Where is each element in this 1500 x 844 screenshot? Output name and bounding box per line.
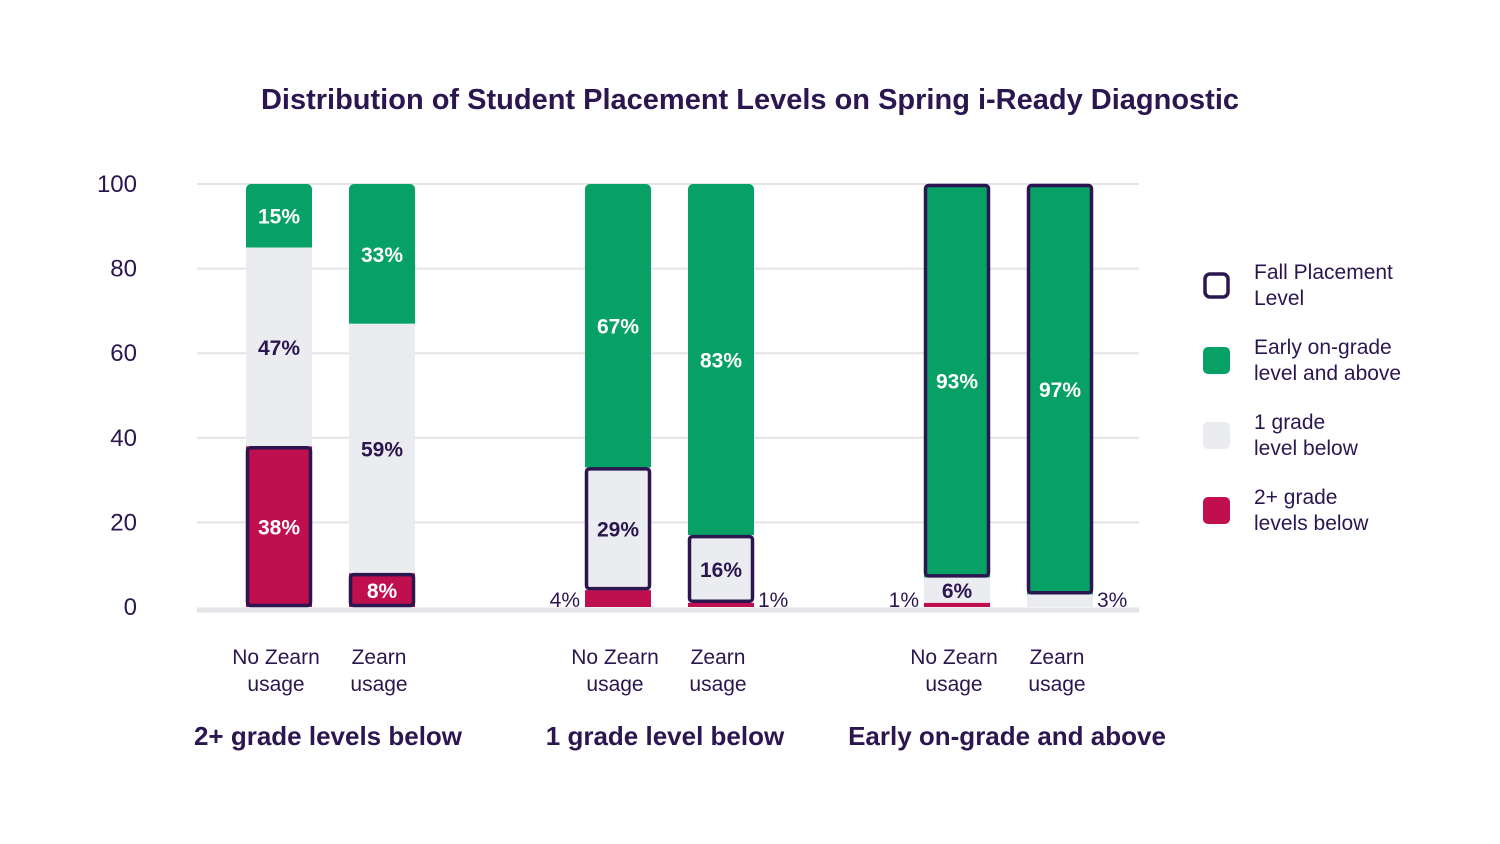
legend-swatch-early-on-grade [1203, 347, 1230, 374]
bar-value-label: 29% [597, 519, 639, 542]
bar-category-label: Zearn [352, 646, 407, 669]
y-tick-label: 0 [124, 594, 137, 621]
bar-segment-two-plus-below [349, 573, 415, 607]
bar-value-label-outside: 4% [550, 589, 580, 612]
y-tick-label: 100 [97, 171, 137, 198]
bar-segment-one-below [688, 535, 754, 603]
bar-value-label: 15% [258, 206, 300, 229]
bar-segment-fill [246, 190, 312, 248]
bar-segment-fill [585, 190, 651, 468]
legend-label: Fall Placement [1254, 261, 1393, 284]
bar-segment-one-below [349, 323, 415, 574]
bar-value-label-outside: 1% [889, 589, 919, 612]
bar-category-label: usage [247, 673, 304, 696]
bar-segment-two-plus-below [246, 446, 312, 607]
bar-value-label: 83% [700, 350, 742, 373]
legend-swatch-two-plus-below [1203, 497, 1230, 524]
bar-value-label: 67% [597, 316, 639, 339]
bar-segment-one-below [585, 467, 651, 591]
bar-value-label-outside: 3% [1097, 589, 1127, 612]
y-axis: 0 20 40 60 80 100 [97, 171, 137, 621]
bar-value-label: 38% [258, 517, 300, 540]
bar-segment-two-plus-below [688, 602, 754, 607]
bar-segment-fill [349, 190, 415, 324]
legend-label: level and above [1254, 362, 1401, 385]
bar-value-label: 47% [258, 337, 300, 360]
fall-placement-outline [687, 534, 755, 604]
y-tick-label: 60 [110, 340, 137, 367]
legend: Fall Placement Level Early on-grade level a… [1203, 261, 1401, 535]
bar-value-label: 97% [1039, 379, 1081, 402]
bar-category-label: usage [350, 673, 407, 696]
legend-swatch-fall-placement [1203, 272, 1230, 299]
bar-segment-fill [688, 190, 754, 536]
bar-value-label: 6% [942, 580, 973, 603]
bar-value-label-outside: 1% [758, 589, 788, 612]
bar-category-label: usage [586, 673, 643, 696]
bars: 38% 47% 15% 8% 59% 33% 4% 29% 67% 1% 16% 83% 1% 6% 93%… [245, 183, 1127, 612]
bar-category-label: No Zearn [910, 646, 998, 669]
legend-label: 1 grade [1254, 411, 1325, 434]
bar-category-label: usage [689, 673, 746, 696]
fall-placement-outline [923, 183, 991, 578]
fall-placement-outline [584, 467, 652, 591]
bar-segment-two-plus-below [924, 602, 990, 607]
legend-label: Early on-grade [1254, 336, 1392, 359]
bar-value-label: 16% [700, 559, 742, 582]
fall-placement-outline [245, 446, 313, 608]
legend-label: Level [1254, 287, 1304, 310]
legend-label: 2+ grade [1254, 486, 1338, 509]
bar-value-label: 8% [367, 580, 398, 603]
bar-segment-fill [924, 190, 990, 578]
group-label: 2+ grade levels below [194, 721, 463, 751]
bar-category-label: Zearn [691, 646, 746, 669]
bar-category-label: usage [1028, 673, 1085, 696]
group-label: Early on-grade and above [848, 721, 1166, 751]
bar-category-label: No Zearn [232, 646, 320, 669]
bar-value-label: 93% [936, 371, 978, 394]
legend-label: level below [1254, 437, 1359, 460]
category-labels: No Zearn usage Zearn usage 2+ grade levels b… [194, 646, 1166, 751]
y-tick-label: 20 [110, 509, 137, 536]
bar-category-label: Zearn [1030, 646, 1085, 669]
y-tick-label: 80 [110, 256, 137, 283]
bar-value-label: 33% [361, 244, 403, 267]
y-tick-label: 40 [110, 425, 137, 452]
bar-segment-two-plus-below [585, 590, 651, 607]
gridlines [197, 183, 1139, 613]
legend-label: levels below [1254, 512, 1369, 535]
bar-segment-one-below [1027, 594, 1093, 607]
bar-category-label: No Zearn [571, 646, 659, 669]
fall-placement-outline [348, 572, 416, 608]
bar-segment-fill [1027, 190, 1093, 595]
group-label: 1 grade level below [546, 721, 785, 751]
bar-value-label: 59% [361, 438, 403, 461]
chart-title: Distribution of Student Placement Levels… [260, 84, 1240, 116]
fall-placement-outline [1026, 183, 1094, 595]
bar-segment-one-below [924, 577, 990, 603]
bar-category-label: usage [925, 673, 982, 696]
bar-segment-one-below [246, 247, 312, 447]
legend-swatch-one-below [1203, 422, 1230, 449]
